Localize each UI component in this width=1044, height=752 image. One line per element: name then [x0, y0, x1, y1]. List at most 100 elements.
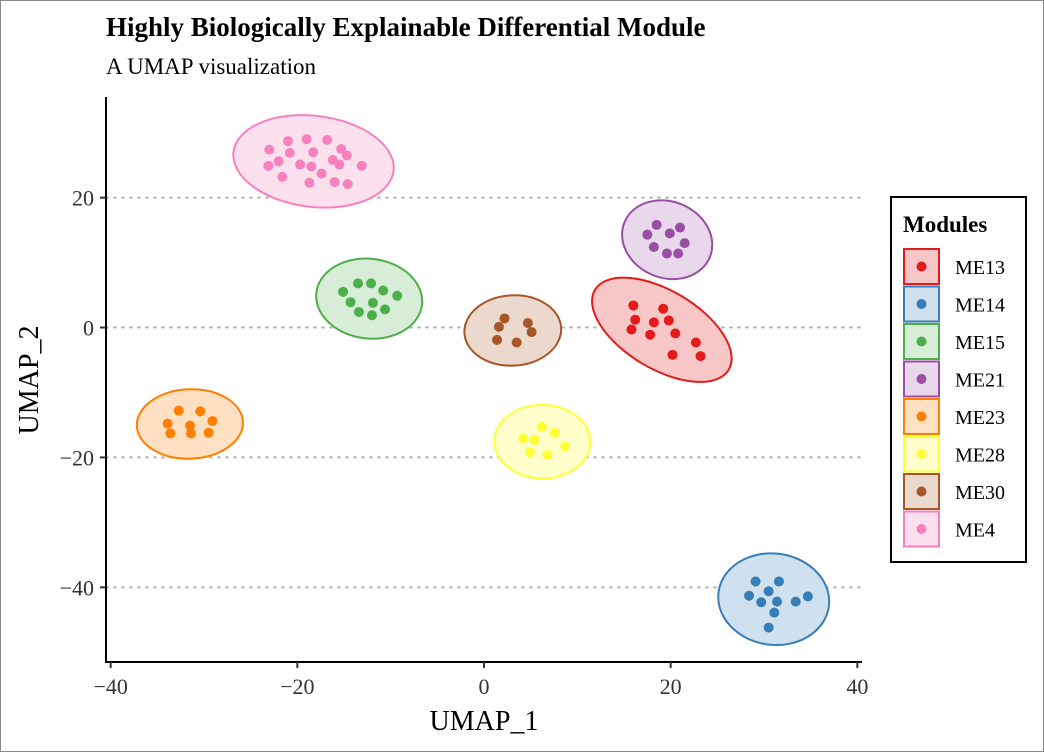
ellipse-me4 [232, 114, 395, 209]
point-me15 [378, 285, 389, 296]
point-me15 [392, 290, 403, 301]
point-me30 [493, 321, 504, 332]
point-me13 [695, 351, 706, 362]
x-tick-label: −20 [280, 674, 314, 699]
point-me21 [642, 229, 653, 240]
point-me23 [173, 405, 184, 416]
y-tick-label: −20 [60, 445, 94, 470]
point-me21 [661, 248, 672, 259]
x-tick-label: 20 [660, 674, 682, 699]
point-me21 [675, 222, 685, 233]
point-me4 [329, 177, 340, 188]
legend-dot-me14 [916, 299, 927, 309]
point-me23 [162, 418, 173, 429]
point-me13 [658, 303, 669, 314]
legend-dot-me21 [916, 374, 927, 384]
point-me14 [773, 576, 784, 587]
legend-label-me21: ME21 [955, 370, 1005, 392]
point-me28 [549, 427, 560, 438]
point-me14 [769, 607, 780, 618]
point-me21 [673, 248, 684, 259]
point-me4 [308, 147, 319, 158]
point-me21 [648, 242, 659, 253]
point-me28 [560, 441, 571, 452]
y-tick-label: 20 [72, 186, 94, 211]
point-me28 [536, 421, 547, 432]
point-me14 [744, 590, 755, 601]
point-me4 [277, 171, 288, 182]
legend-dot-me15 [916, 336, 927, 347]
grid-lines [105, 196, 863, 589]
point-me4 [304, 177, 315, 188]
x-tick-label: 0 [479, 674, 490, 699]
cluster-ellipses [135, 114, 831, 647]
point-me28 [518, 433, 529, 444]
point-me4 [322, 134, 333, 145]
point-me23 [185, 428, 196, 439]
legend-label-me28: ME28 [955, 445, 1005, 467]
legend: Modules ME13 ME14 ME15 ME21 ME23 ME28 ME30 ME4 [890, 196, 1027, 563]
point-me4 [342, 179, 353, 190]
point-me21 [664, 228, 675, 239]
legend-label-me30: ME30 [955, 482, 1005, 504]
point-me15 [367, 310, 377, 321]
legend-dot-me28 [916, 449, 927, 459]
legend-label-me4: ME4 [955, 520, 995, 542]
axes: −40 −20 0 20 40 −40 −20 0 20 [60, 97, 868, 699]
point-me14 [763, 622, 774, 633]
point-me13 [626, 324, 637, 335]
point-me15 [353, 278, 363, 289]
point-me15 [353, 306, 364, 317]
point-me30 [526, 327, 537, 338]
point-me14 [750, 576, 761, 587]
point-me4 [283, 136, 293, 147]
point-me15 [366, 278, 377, 289]
data-points [162, 134, 813, 633]
point-me13 [667, 349, 678, 360]
point-me14 [802, 591, 813, 602]
x-axis-title: UMAP_1 [430, 706, 539, 737]
point-me4 [295, 159, 306, 170]
ellipse-me28 [493, 403, 592, 480]
point-me30 [492, 334, 503, 345]
ellipse-me15 [315, 257, 424, 340]
point-me21 [679, 238, 690, 249]
legend-title: Modules [903, 212, 987, 237]
legend-key-me30 [903, 473, 940, 510]
point-me14 [772, 596, 783, 607]
legend-dot-me30 [916, 486, 927, 497]
chart-subtitle: A UMAP visualization [106, 54, 316, 79]
point-me15 [338, 286, 349, 297]
point-me4 [264, 144, 275, 155]
point-me13 [628, 300, 639, 311]
point-me15 [380, 304, 391, 315]
y-tick-label: 0 [83, 316, 94, 341]
point-me23 [203, 427, 214, 438]
legend-label-me15: ME15 [955, 332, 1005, 354]
y-axis-title: UMAP_2 [14, 326, 45, 435]
point-me21 [651, 219, 662, 230]
point-me14 [763, 586, 774, 597]
legend-dot-me13 [916, 261, 927, 272]
legend-label-me23: ME23 [955, 407, 1005, 429]
point-me15 [345, 297, 356, 308]
point-me30 [499, 313, 510, 324]
point-me13 [690, 337, 701, 348]
x-tick-label: −40 [93, 674, 127, 699]
point-me23 [165, 428, 176, 439]
point-me13 [670, 328, 681, 339]
point-me28 [524, 447, 535, 458]
legend-dot-me23 [916, 411, 927, 422]
point-me13 [645, 329, 656, 340]
point-me4 [273, 156, 284, 167]
point-me14 [756, 597, 767, 608]
point-me14 [790, 596, 801, 607]
legend-label-me13: ME13 [955, 257, 1005, 279]
point-me4 [316, 168, 327, 179]
x-tick-label: 40 [846, 674, 868, 699]
point-me4 [306, 161, 317, 172]
point-me15 [367, 297, 378, 308]
point-me4 [356, 160, 367, 171]
